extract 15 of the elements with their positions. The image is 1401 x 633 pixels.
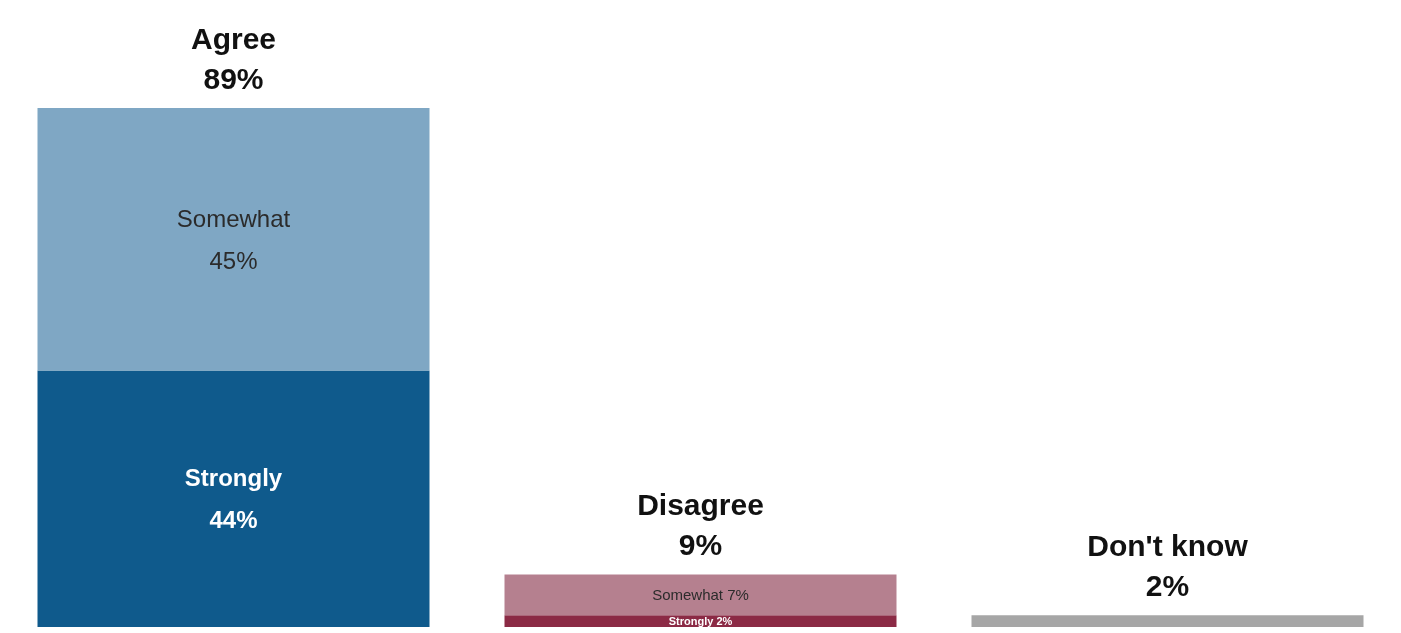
x-tick-label: Agree — [190, 21, 277, 55]
data-label: Strongly 2% — [668, 615, 733, 628]
x-tick-label: Don't know — [1087, 528, 1249, 562]
data-label: Somewhat 45% — [176, 204, 291, 274]
total-label: 9% — [678, 528, 723, 562]
bar — [504, 615, 897, 627]
total-label: 2% — [1145, 568, 1190, 602]
bar — [971, 615, 1364, 627]
data-label: Somewhat 7% — [652, 586, 749, 604]
total-label: 89% — [203, 61, 264, 95]
x-tick-label: Disagree — [637, 488, 764, 522]
bar — [504, 574, 897, 616]
bar — [37, 108, 430, 371]
data-label: Strongly 44% — [184, 464, 283, 534]
bar — [37, 370, 430, 627]
